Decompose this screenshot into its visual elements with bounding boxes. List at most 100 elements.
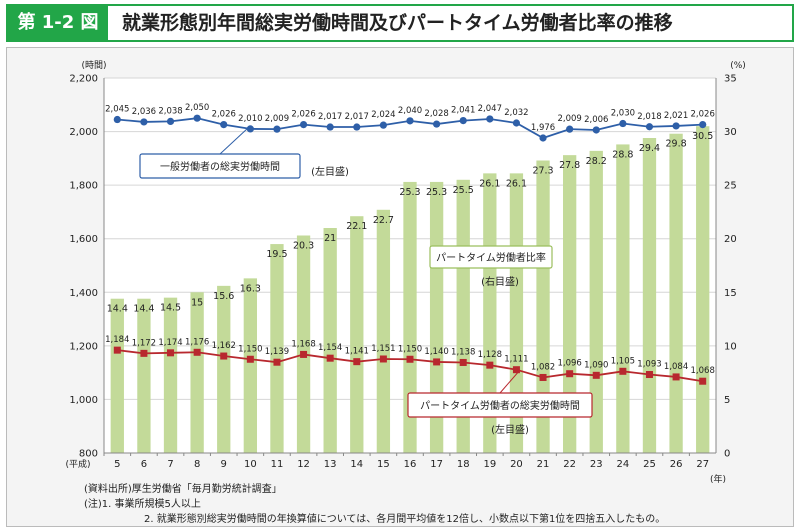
general-hours-value-label: 2,047	[478, 104, 502, 114]
general-legend-note: (左目盛)	[311, 165, 349, 178]
ratio-bar	[243, 278, 257, 453]
x-tick-label: 24	[617, 459, 630, 470]
ratio-bar-label: 15	[191, 297, 203, 308]
left-tick-label: 2,000	[69, 127, 98, 138]
ratio-bar	[217, 285, 231, 453]
parttime-hours-point	[406, 355, 414, 363]
ratio-bar	[642, 138, 657, 453]
ratio-bar-label: 25.3	[426, 187, 447, 198]
general-hours-value-label: 2,010	[238, 114, 262, 124]
parttime-hours-point	[246, 355, 254, 363]
general-hours-point	[539, 134, 547, 142]
general-legend-title: 一般労働者の総実労働時間	[160, 160, 280, 173]
parttime-hours-value-label: 1,154	[318, 343, 342, 353]
general-hours-value-label: 2,032	[504, 108, 528, 118]
ratio-bar-label: 16.3	[240, 283, 261, 294]
ratio-bar-label: 14.4	[133, 304, 154, 315]
ratio-bar	[190, 292, 204, 453]
parttime-hours-value-label: 1,084	[664, 362, 688, 372]
note-2: 2. 就業形態別総実労働時間の年換算値については、各月間平均値を12倍し、小数点…	[144, 514, 666, 525]
note-1: (注)1. 事業所規模5人以上	[84, 499, 201, 510]
parttime-hours-point	[113, 346, 121, 354]
parttime-hours-point	[592, 371, 600, 379]
parttime-hours-point	[645, 371, 653, 379]
ratio-bar	[509, 173, 524, 453]
general-hours-point	[166, 117, 175, 125]
general-hours-point	[353, 123, 361, 131]
left-tick-label: 800	[79, 449, 98, 460]
general-hours-point	[326, 123, 334, 131]
x-tick-label: 23	[590, 459, 603, 470]
parttime-hours-value-label: 1,140	[424, 347, 448, 357]
general-hours-value-label: 2,041	[451, 106, 475, 116]
parttime-hours-point	[379, 355, 387, 363]
ratio-bar-label: 22.1	[346, 221, 367, 232]
ratio-bar	[350, 216, 364, 453]
parttime-hours-point	[459, 358, 467, 366]
series-callouts: 一般労働者の総実労働時間 (左目盛) パートタイム労働者比率 (右目盛) パートタイム労…	[139, 127, 593, 436]
ratio-bar	[483, 173, 497, 453]
parttime-hours-point	[486, 361, 494, 369]
general-hours-value-label: 2,017	[345, 112, 369, 122]
ratio-bar	[296, 235, 311, 453]
x-tick-label: 18	[457, 459, 470, 470]
x-tick-label: 9	[221, 459, 227, 470]
parttime-hours-value-label: 1,141	[345, 347, 369, 357]
general-hours-point	[246, 125, 254, 133]
general-hours-value-label: 2,009	[557, 114, 581, 124]
ratio-legend-box	[429, 245, 553, 269]
general-hours-value-label: 2,045	[105, 105, 129, 115]
right-tick-label: 30	[724, 127, 737, 138]
general-hours-point	[699, 121, 707, 129]
general-hours-point	[193, 114, 201, 122]
x-tick-label: 16	[404, 459, 417, 470]
ratio-bar-label: 19.5	[266, 249, 287, 260]
general-hours-value-label: 2,028	[424, 109, 448, 119]
general-hours-point	[273, 125, 281, 133]
ratio-bar-label: 25.3	[399, 187, 420, 198]
ratio-bar-label: 15.6	[213, 291, 234, 302]
parttime-hours-value-label: 1,105	[611, 356, 635, 366]
x-tick-label: 6	[141, 459, 147, 470]
figure-title: 就業形態別年間総実労働時間及びパートタイム労働者比率の推移	[122, 12, 673, 34]
general-hours-point	[140, 118, 148, 126]
ratio-bar-label: 28.8	[612, 149, 633, 160]
parttime-hours-value-label: 1,111	[504, 355, 528, 365]
right-tick-label: 35	[724, 74, 737, 85]
parttime-hours-point	[512, 366, 520, 374]
x-axis-suffix: (年)	[710, 473, 726, 485]
general-hours-point	[566, 125, 574, 133]
general-hours-value-label: 2,050	[185, 103, 209, 113]
parttime-hours-point	[566, 370, 574, 378]
general-hours-value-label: 1,976	[531, 123, 555, 133]
parttime-hours-point	[619, 367, 627, 375]
parttime-hours-value-label: 1,184	[105, 335, 129, 345]
x-tick-label: 14	[350, 459, 363, 470]
general-hours-point	[459, 116, 467, 125]
data-labels: 14.4 14.4 14.5 15 15.6 16.3 19.5 20.3 21 22.1 22.7…	[105, 103, 715, 376]
general-legend-leader	[219, 127, 249, 155]
general-hours-value-label: 2,026	[291, 110, 315, 120]
ratio-bar-label: 26.1	[506, 178, 527, 189]
parttime-hours-point	[433, 358, 441, 366]
parttime-hours-value-label: 1,128	[478, 350, 502, 360]
ratio-bar	[616, 144, 630, 453]
right-tick-label: 20	[724, 234, 737, 245]
general-hours-value-label: 2,006	[584, 115, 608, 125]
ratio-bar-label: 21	[324, 233, 336, 244]
parttime-hours-point	[220, 352, 228, 360]
parttime-hours-point	[193, 348, 201, 356]
general-hours-value-label: 2,030	[611, 109, 635, 119]
line-series	[113, 114, 707, 385]
parttime-hours-point	[167, 349, 175, 357]
x-tick-label: 15	[377, 459, 390, 470]
general-hours-value-label: 2,021	[664, 111, 688, 121]
parttime-hours-value-label: 1,093	[637, 360, 661, 370]
x-tick-label: 11	[271, 459, 284, 470]
ratio-bar-label: 22.7	[373, 215, 394, 226]
general-hours-point	[379, 121, 387, 129]
parttime-hours-value-label: 1,082	[531, 362, 555, 372]
parttime-hours-value-label: 1,176	[185, 337, 209, 347]
general-hours-point	[220, 121, 228, 129]
ratio-bar-label: 29.8	[666, 139, 687, 150]
